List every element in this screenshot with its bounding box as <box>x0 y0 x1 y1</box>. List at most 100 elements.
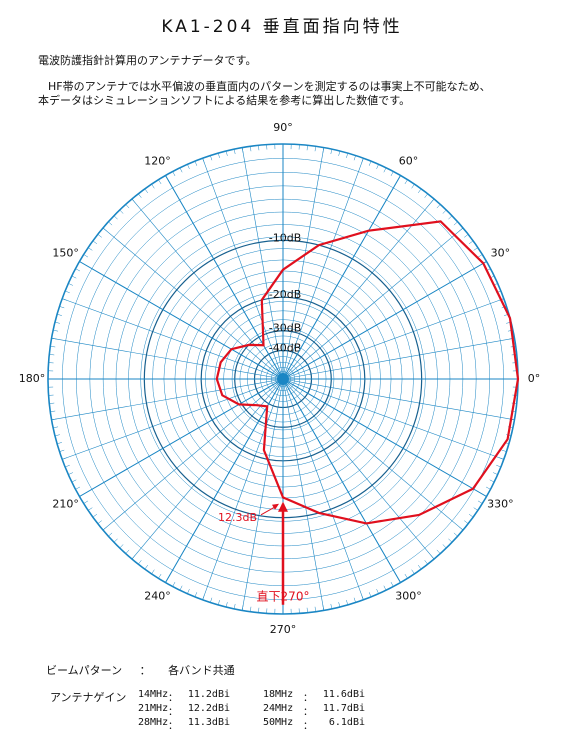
minor-tick <box>65 464 70 468</box>
minor-tick <box>54 321 60 324</box>
minor-tick <box>125 204 130 209</box>
angle-line <box>282 378 401 583</box>
minor-tick <box>346 600 349 605</box>
angle-label: 210° <box>52 498 79 511</box>
spoke <box>282 147 325 380</box>
minor-tick <box>49 402 55 404</box>
minor-tick <box>361 595 364 600</box>
minor-tick <box>83 500 89 504</box>
spoke <box>62 378 284 460</box>
band: 24MHz <box>263 703 294 714</box>
minor-tick <box>322 605 325 611</box>
ring-label: -20dB <box>269 288 302 301</box>
angle-label: 150° <box>52 247 79 260</box>
minor-tick <box>430 555 435 560</box>
minor-tick <box>258 145 260 151</box>
spoke <box>282 378 464 531</box>
minor-tick <box>68 472 73 475</box>
intro: 電波防護指針計算用のアンテナデータです。 <box>38 54 257 67</box>
minor-tick <box>108 221 113 226</box>
minor-tick <box>477 254 483 258</box>
minor-tick <box>151 569 155 574</box>
minor-tick <box>353 155 356 161</box>
pattern-line <box>215 220 520 525</box>
spoke <box>62 298 284 380</box>
minor-tick <box>194 161 198 166</box>
minor-tick <box>179 167 183 173</box>
band: 14MHz <box>138 689 169 700</box>
minor-tick <box>225 602 228 608</box>
minor-tick <box>125 549 130 554</box>
minor-tick <box>88 247 93 251</box>
chart: -10dB -20dB -30dB -40dB 0° 30° 60° 90° 120° 150° 1… <box>19 121 541 636</box>
minor-tick <box>464 234 469 238</box>
angle-line <box>282 261 487 380</box>
minor-tick <box>468 513 474 518</box>
spoke <box>241 378 284 611</box>
minor-tick <box>459 526 464 531</box>
minor-tick <box>459 227 464 232</box>
gain-value: 6.1dBi <box>328 717 365 728</box>
angle-line <box>282 378 487 497</box>
spoke <box>131 198 284 380</box>
minor-tick <box>258 607 260 613</box>
minor-tick <box>202 158 205 163</box>
angle-line <box>165 378 284 583</box>
minor-tick <box>92 513 98 518</box>
minor-tick <box>453 532 458 537</box>
minor-tick <box>92 240 98 245</box>
minor-tick <box>417 564 422 570</box>
minor-tick <box>436 204 441 209</box>
band: 50MHz <box>263 717 294 728</box>
angle-label: 90° <box>273 121 293 134</box>
minor-tick <box>172 581 176 587</box>
minor-tick <box>59 306 65 309</box>
minor-tick <box>436 549 441 554</box>
minor-tick <box>383 167 387 173</box>
minor-tick <box>346 153 349 158</box>
minor-tick <box>50 410 56 412</box>
minor-tick <box>158 179 162 185</box>
minor-tick <box>62 457 67 460</box>
minor-tick <box>241 605 244 611</box>
minor-tick <box>233 603 236 609</box>
minor-tick <box>468 240 474 245</box>
separator: ： <box>168 707 178 718</box>
minor-tick <box>53 426 59 429</box>
minor-tick <box>179 585 183 591</box>
minor-tick <box>113 538 118 543</box>
minor-tick <box>102 227 107 232</box>
minor-tick <box>202 595 205 600</box>
minor-tick <box>314 146 316 152</box>
spoke <box>282 378 504 460</box>
minor-tick <box>194 592 198 597</box>
minor-tick <box>489 479 495 483</box>
minor-tick <box>501 449 507 452</box>
band: 21MHz <box>138 703 169 714</box>
gain-value: 11.6dBi <box>322 689 365 700</box>
spoke <box>102 227 284 380</box>
spoke <box>282 158 364 380</box>
spoke <box>282 198 435 380</box>
minor-tick <box>330 603 333 609</box>
angle-line <box>79 261 284 380</box>
minor-tick <box>330 149 333 155</box>
angle-label: 120° <box>144 155 171 168</box>
spoke <box>282 378 364 600</box>
angle-label: 180° <box>19 372 46 385</box>
minor-tick <box>217 153 220 158</box>
minor-tick <box>50 346 56 348</box>
beam-row: ビームパターン ： 各バンド共通 <box>46 662 235 678</box>
separator: ： <box>303 693 313 704</box>
spoke <box>282 298 504 380</box>
minor-tick <box>424 560 428 565</box>
note: HF帯のアンテナでは水平偏波の垂直面内のパターンを測定するのは事実上不可能なため… <box>48 80 491 93</box>
minor-tick <box>144 188 149 194</box>
separator: ： <box>168 721 178 732</box>
note: 本データはシミュレーションソフトによる結果を参考に算出した数値です。 <box>38 94 411 107</box>
minor-tick <box>138 560 142 565</box>
minor-tick <box>448 215 453 220</box>
title: KA1-204 垂直面指向特性 <box>161 17 403 37</box>
minor-tick <box>187 589 190 594</box>
angle-label: 270° <box>270 623 297 636</box>
